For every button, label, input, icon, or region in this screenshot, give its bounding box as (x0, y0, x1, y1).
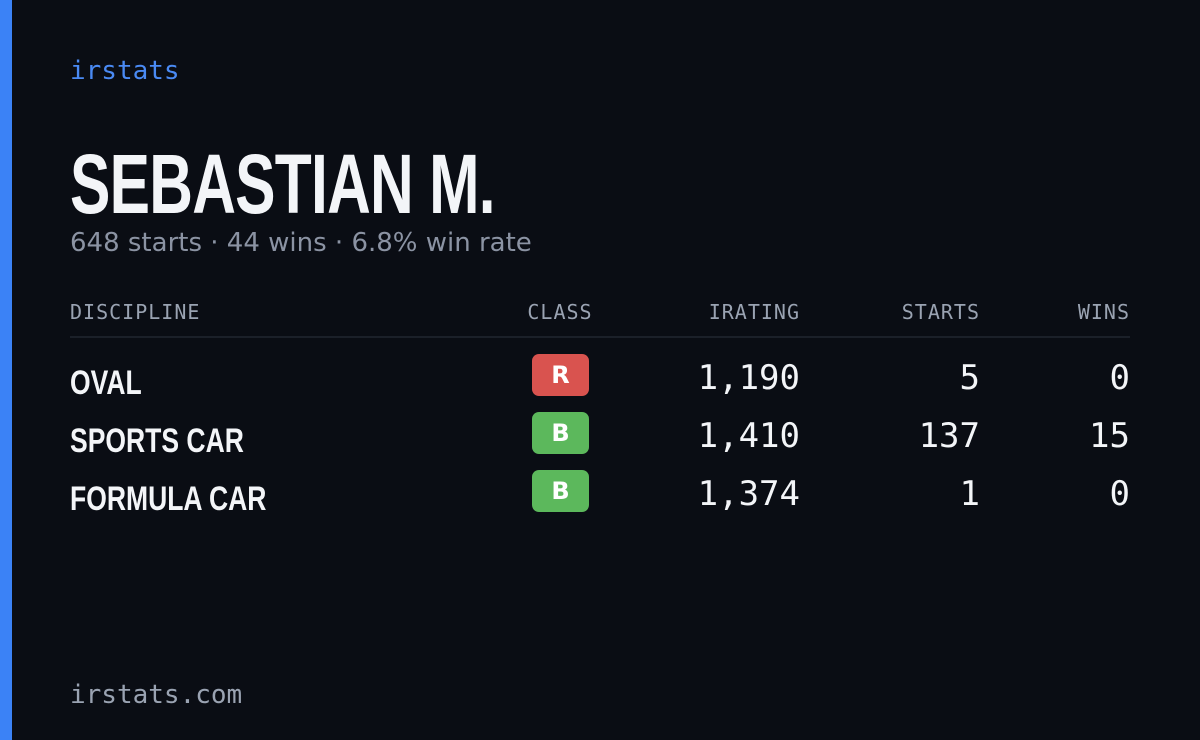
discipline: FORMULA CAR (70, 480, 267, 518)
column-header: IRATING (708, 300, 800, 324)
starts: 137 (918, 416, 980, 456)
wins: 15 (1089, 416, 1130, 456)
irating: 1,374 (697, 474, 800, 514)
irating: 1,190 (697, 358, 800, 398)
column-header: DISCIPLINE (70, 300, 201, 324)
class-badge: B (532, 412, 589, 454)
discipline: OVAL (70, 364, 142, 402)
class-badge: R (532, 354, 589, 396)
column-header: WINS (1077, 300, 1130, 324)
wins: 0 (1109, 474, 1130, 514)
discipline: SPORTS CAR (70, 422, 244, 460)
irating: 1,410 (697, 416, 800, 456)
starts: 5 (959, 358, 980, 398)
wins: 0 (1109, 358, 1130, 398)
divider (70, 336, 1130, 338)
footer: irstats.com (70, 680, 243, 710)
column-header: STARTS (901, 300, 980, 324)
driver-name: SEBASTIAN M. (70, 137, 496, 231)
summary: 648 starts · 44 wins · 6.8% win rate (70, 228, 532, 258)
accent-bar (0, 0, 12, 740)
column-header: CLASS (527, 300, 593, 324)
starts: 1 (959, 474, 980, 514)
brand: irstats (70, 56, 180, 86)
class-badge: B (532, 470, 589, 512)
